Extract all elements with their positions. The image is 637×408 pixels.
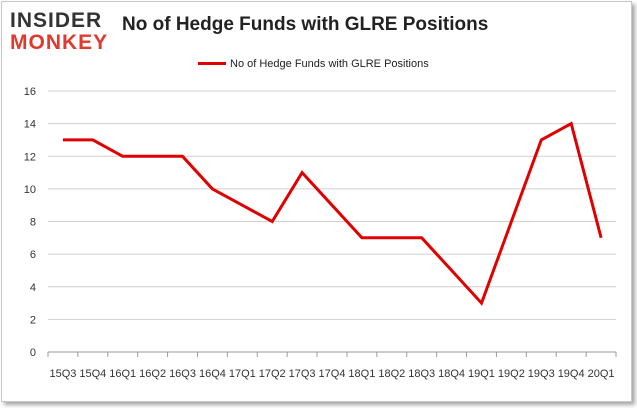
x-tick-label: 18Q4 <box>438 368 465 380</box>
chart-frame <box>1 1 632 402</box>
chart-title: No of Hedge Funds with GLRE Positions <box>122 14 489 35</box>
x-tick-label: 18Q2 <box>378 368 405 380</box>
x-tick-label: 17Q2 <box>259 368 286 380</box>
y-tick-label: 4 <box>30 282 36 294</box>
chart-legend: No of Hedge Funds with GLRE Positions <box>198 58 429 72</box>
x-tick-label: 16Q3 <box>169 368 196 380</box>
x-tick-label: 16Q4 <box>199 368 226 380</box>
y-tick-label: 10 <box>24 184 36 196</box>
legend-swatch <box>198 61 226 65</box>
y-tick-label: 2 <box>30 314 36 326</box>
y-tick-label: 14 <box>24 119 36 131</box>
x-tick-label: 19Q4 <box>558 368 585 380</box>
x-tick-label: 20Q1 <box>588 368 615 380</box>
y-tick-label: 0 <box>30 347 36 359</box>
x-tick-label: 17Q1 <box>229 368 256 380</box>
y-tick-label: 16 <box>24 86 36 98</box>
x-tick-label: 16Q2 <box>139 368 166 380</box>
logo-line-1: INSIDER <box>10 9 103 32</box>
x-tick-label: 19Q2 <box>498 368 525 380</box>
legend-label: No of Hedge Funds with GLRE Positions <box>230 58 429 70</box>
y-tick-label: 8 <box>30 217 36 229</box>
x-tick-label: 15Q4 <box>79 368 106 380</box>
x-tick-label: 17Q3 <box>289 368 316 380</box>
x-tick-label: 18Q1 <box>348 368 375 380</box>
x-tick-label: 15Q3 <box>49 368 76 380</box>
y-tick-label: 6 <box>30 249 36 261</box>
x-tick-label: 19Q3 <box>528 368 555 380</box>
x-tick-label: 16Q1 <box>109 368 136 380</box>
x-tick-label: 17Q4 <box>319 368 346 380</box>
logo-line-2: MONKEY <box>10 31 109 54</box>
series-line <box>62 121 603 306</box>
x-tick-label: 18Q3 <box>408 368 435 380</box>
insider-monkey-logo: INSIDER MONKEY <box>10 10 120 54</box>
y-tick-label: 12 <box>24 151 36 163</box>
x-tick-label: 19Q1 <box>468 368 495 380</box>
